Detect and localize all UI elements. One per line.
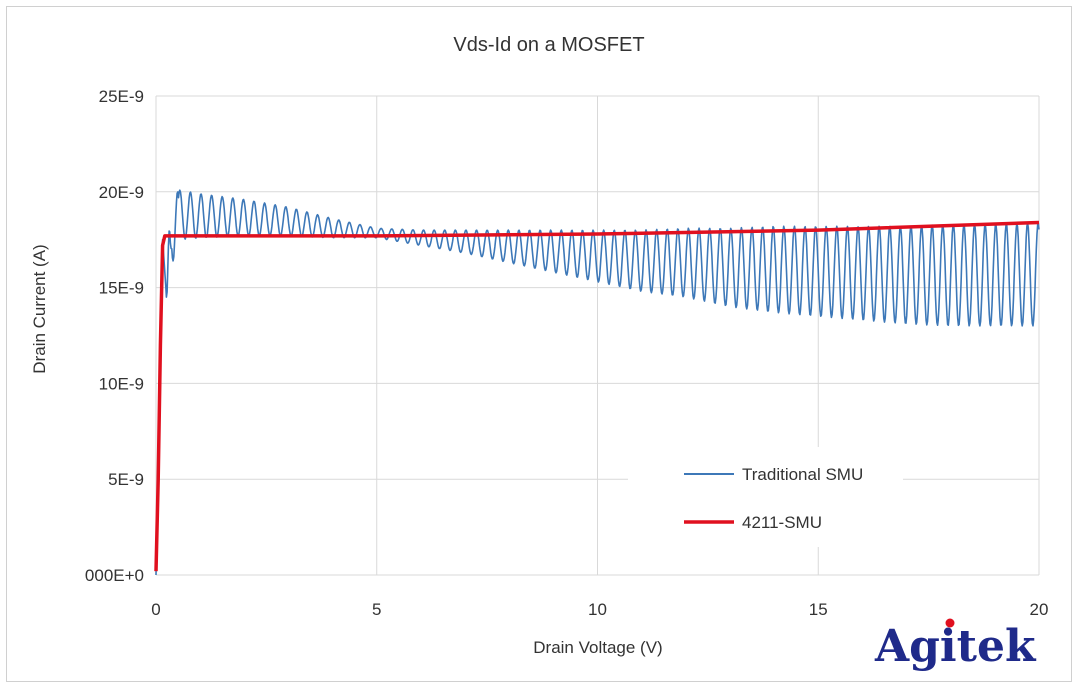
series-layer	[154, 189, 1040, 576]
legend-label-4211-smu: 4211-SMU	[742, 513, 822, 532]
y-axis-label: Drain Current (A)	[30, 244, 49, 373]
series-4211-smu	[154, 220, 1040, 572]
x-tick-label: 15	[809, 600, 828, 619]
y-axis-ticks: 000E+0 5E-9 10E-9 15E-9 20E-9 25E-9	[85, 87, 144, 585]
x-tick-label: 5	[372, 600, 381, 619]
y-tick-label: 20E-9	[99, 183, 144, 202]
x-axis-label: Drain Voltage (V)	[533, 638, 662, 657]
agitek-logo: Agitek	[874, 618, 1037, 672]
x-tick-label: 0	[151, 600, 160, 619]
legend-background	[628, 447, 903, 547]
series-traditional-smu	[155, 189, 1040, 576]
agitek-logo-text: Agitek	[874, 621, 1037, 672]
x-tick-label: 10	[588, 600, 607, 619]
y-tick-label: 15E-9	[99, 279, 144, 298]
x-axis-ticks: 0 5 10 15 20	[151, 600, 1048, 619]
chart-svg: Vds-Id on a MOSFET 000E+0 5E-9 10E-9 15E-9 2…	[30, 34, 1048, 672]
agitek-logo-dot	[945, 618, 955, 628]
y-tick-label: 25E-9	[99, 87, 144, 106]
x-tick-label: 20	[1030, 600, 1049, 619]
chart-frame: Vds-Id on a MOSFET 000E+0 5E-9 10E-9 15E-9 2…	[6, 6, 1072, 682]
legend: Traditional SMU 4211-SMU	[628, 447, 903, 547]
legend-label-traditional-smu: Traditional SMU	[742, 465, 863, 484]
y-tick-label: 5E-9	[108, 470, 144, 489]
y-tick-label: 000E+0	[85, 566, 144, 585]
chart-title: Vds-Id on a MOSFET	[453, 34, 644, 56]
y-tick-label: 10E-9	[99, 374, 144, 393]
grid	[155, 95, 1040, 576]
